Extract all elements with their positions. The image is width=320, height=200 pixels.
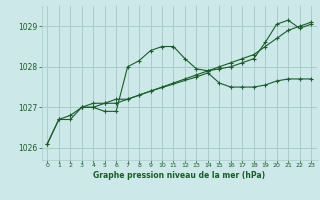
X-axis label: Graphe pression niveau de la mer (hPa): Graphe pression niveau de la mer (hPa) [93,171,265,180]
